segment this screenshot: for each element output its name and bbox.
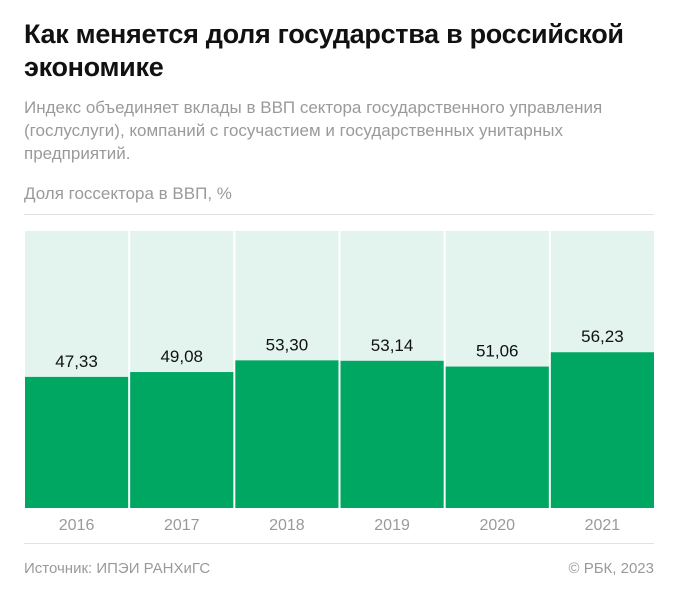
x-tick-label: 2018	[269, 517, 305, 534]
x-tick-label: 2016	[59, 517, 95, 534]
bar	[130, 372, 234, 508]
data-label: 47,33	[55, 352, 98, 371]
source-note: Источник: ИПЭИ РАНХиГС	[24, 560, 211, 577]
x-tick-label: 2020	[479, 517, 515, 534]
bar	[25, 376, 129, 508]
top-divider	[24, 214, 654, 215]
x-tick-label: 2019	[374, 517, 410, 534]
x-tick-label: 2017	[164, 517, 200, 534]
copyright: © РБК, 2023	[568, 560, 654, 577]
bar	[235, 360, 339, 508]
data-label: 53,30	[266, 335, 309, 354]
chart-subtitle: Индекс объединяет вклады в ВВП сектора г…	[24, 98, 603, 163]
data-label: 51,06	[476, 342, 519, 361]
bar	[340, 360, 444, 508]
bar	[445, 366, 549, 508]
y-axis-label: Доля госсектора в ВВП, %	[24, 184, 232, 203]
data-label: 49,08	[160, 347, 203, 366]
bar	[550, 352, 654, 508]
chart-title: Как меняется доля государства в российск…	[24, 19, 624, 82]
bottom-divider	[24, 543, 654, 544]
data-label: 56,23	[581, 327, 624, 346]
x-tick-label: 2021	[585, 517, 621, 534]
data-label: 53,14	[371, 336, 414, 355]
